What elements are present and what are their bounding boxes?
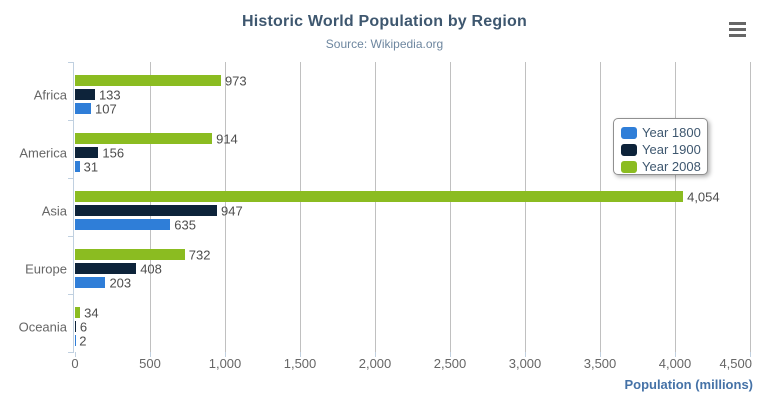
- bar-europe-year-1800[interactable]: [75, 277, 106, 288]
- bar-america-year-1900[interactable]: [75, 147, 99, 158]
- data-label-africa-year-2008: 973: [224, 73, 247, 88]
- chart-subtitle: Source: Wikipedia.org: [325, 37, 444, 51]
- category-label-america: America: [19, 145, 67, 160]
- bar-africa-year-1900[interactable]: [75, 89, 95, 100]
- category-axis-tick: [68, 120, 74, 121]
- data-label-europe-year-1800: 203: [109, 275, 132, 290]
- axis-tick: [75, 352, 76, 357]
- x-tick-label-4000: 4,000: [658, 356, 692, 371]
- x-tick-label-2500: 2,500: [433, 356, 467, 371]
- data-label-america-year-1800: 31: [83, 159, 99, 174]
- x-tick-label-3500: 3,500: [583, 356, 617, 371]
- axis-tick: [450, 352, 451, 357]
- x-tick-label-500: 500: [139, 356, 161, 371]
- x-tick-label-3000: 3,000: [508, 356, 542, 371]
- gridline-4500: [750, 62, 751, 352]
- data-label-oceania-year-1800: 2: [79, 333, 87, 348]
- gridline-3000: [525, 62, 526, 352]
- category-axis-tick: [68, 352, 74, 353]
- x-tick-label-4500: 4,500: [719, 356, 752, 371]
- gridline-1500: [300, 62, 301, 352]
- axis-tick: [150, 352, 151, 357]
- axis-tick: [525, 352, 526, 357]
- category-axis-tick: [68, 236, 74, 237]
- legend-item-year-1800[interactable]: Year 1800: [614, 124, 707, 141]
- gridline-2500: [450, 62, 451, 352]
- bar-oceania-year-1900[interactable]: [75, 321, 76, 332]
- data-label-asia-year-2008: 4,054: [687, 189, 720, 204]
- chart-title: Historic World Population by Region: [242, 13, 527, 30]
- category-label-oceania: Oceania: [18, 319, 67, 334]
- legend-label: Year 2008: [642, 159, 701, 174]
- data-label-europe-year-2008: 732: [188, 247, 211, 262]
- bar-asia-year-1800[interactable]: [75, 219, 171, 230]
- category-axis-tick: [68, 62, 74, 63]
- category-label-africa: Africa: [33, 87, 67, 102]
- x-tick-label-0: 0: [71, 356, 79, 371]
- category-label-asia: Asia: [41, 203, 67, 218]
- data-label-oceania-year-1900: 6: [79, 319, 88, 334]
- data-label-africa-year-1900: 133: [98, 87, 121, 102]
- gridline-3500: [600, 62, 601, 352]
- gridline-1000: [225, 62, 226, 352]
- bar-america-year-1800[interactable]: [75, 161, 80, 172]
- category-axis-tick: [68, 178, 74, 179]
- legend-symbol-icon: [621, 143, 637, 156]
- legend-symbol-icon: [621, 160, 637, 173]
- bar-oceania-year-2008[interactable]: [75, 307, 81, 318]
- data-label-europe-year-1900: 408: [140, 261, 162, 276]
- legend-item-year-1900[interactable]: Year 1900: [614, 141, 707, 158]
- data-label-asia-year-1900: 947: [221, 203, 243, 218]
- data-label-africa-year-1800: 107: [95, 101, 117, 116]
- gridline-2000: [375, 62, 376, 352]
- legend-item-year-2008[interactable]: Year 2008: [614, 158, 707, 175]
- axis-tick: [750, 352, 751, 357]
- bar-america-year-2008[interactable]: [75, 133, 213, 144]
- gridline-4000: [675, 62, 676, 352]
- axis-tick: [675, 352, 676, 357]
- data-label-oceania-year-2008: 34: [84, 305, 99, 320]
- x-tick-label-2000: 2,000: [358, 356, 392, 371]
- legend: Year 1800 Year 1900 Year 2008: [613, 118, 708, 175]
- x-axis-title: Population (millions): [624, 377, 753, 392]
- x-tick-label-1000: 1,000: [208, 356, 242, 371]
- plot-area: 973 133 107 914 156 31 4,054 947 635 732 408 203 34 6…: [68, 62, 751, 357]
- legend-symbol-icon: [621, 126, 637, 139]
- data-label-america-year-1900: 156: [102, 145, 125, 160]
- axis-tick: [375, 352, 376, 357]
- hamburger-icon: [729, 28, 746, 31]
- bar-europe-year-1900[interactable]: [75, 263, 137, 274]
- axis-tick: [300, 352, 301, 357]
- legend-label: Year 1900: [642, 142, 701, 157]
- category-label-europe: Europe: [25, 261, 67, 276]
- category-axis-line: [73, 62, 74, 352]
- hamburger-icon: [729, 34, 746, 37]
- bar-europe-year-2008[interactable]: [75, 249, 185, 260]
- data-label-asia-year-1800: 635: [174, 217, 196, 232]
- x-tick-label-1500: 1,500: [283, 356, 317, 371]
- legend-label: Year 1800: [642, 125, 701, 140]
- axis-tick: [225, 352, 226, 357]
- bar-asia-year-1900[interactable]: [75, 205, 218, 216]
- axis-tick: [600, 352, 601, 357]
- bar-africa-year-1800[interactable]: [75, 103, 92, 114]
- bar-asia-year-2008[interactable]: [75, 191, 684, 202]
- bar-africa-year-2008[interactable]: [75, 75, 221, 86]
- hamburger-icon: [729, 22, 746, 25]
- data-label-america-year-2008: 914: [216, 131, 238, 146]
- category-axis-tick: [68, 294, 74, 295]
- context-menu-button[interactable]: [729, 22, 746, 40]
